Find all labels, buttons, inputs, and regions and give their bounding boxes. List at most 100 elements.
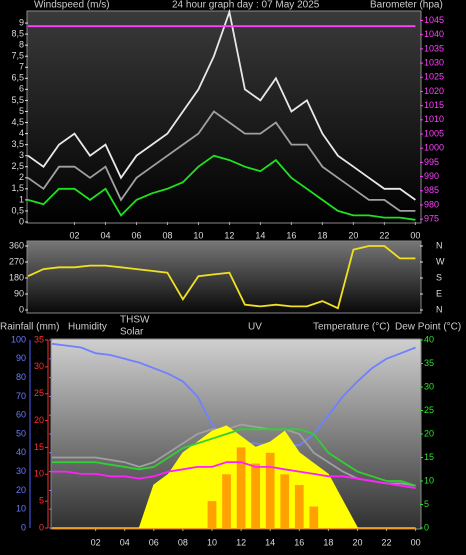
y-tick-label: 100 [11,334,26,344]
y2-tick-label: 995 [424,157,439,167]
y-tick-label: 6 [19,84,24,94]
y-tick-label: 270 [9,256,24,266]
y2-tick-label: 5 [424,499,429,509]
x-tick-label: 04 [120,537,130,547]
uv-bar [222,474,231,528]
x-tick-label: 02 [69,230,79,240]
series-line [27,154,416,221]
y2-tick-label: N [436,304,443,314]
uv-bar [207,501,217,528]
y-tick-label: 60 [16,410,26,420]
y-tick-label: 7 [19,62,24,72]
y-tick-label: 0 [19,304,24,314]
y3-tick-label: 0 [39,522,44,532]
y-tick-label: 20 [16,485,26,495]
y2-tick-label: 1030 [424,57,444,67]
legend-label: THSW [120,315,150,326]
series-line [52,428,416,487]
y-tick-label: 1 [19,194,24,204]
y2-tick-label: 1015 [424,100,444,110]
x-tick-label: 06 [131,230,141,240]
x-tick-label: 14 [265,537,275,547]
y2-tick-label: N [436,240,443,250]
y-tick-label: 70 [16,391,26,401]
y-tick-label: 6,5 [11,73,24,83]
y-tick-label: 2 [19,172,24,182]
y2-tick-label: 1040 [424,29,444,39]
y2-tick-label: 1005 [424,128,444,138]
y2-tick-label: W [436,256,445,266]
y2-tick-label: 40 [424,334,434,344]
y-tick-label: 4 [19,128,24,138]
x-tick-label: 12 [224,230,234,240]
y2-tick-label: 1025 [424,72,444,82]
legend-label: Rainfall (mm) [0,322,59,333]
y3-tick-label: 10 [34,469,44,479]
y-tick-label: 5 [19,106,24,116]
x-tick-label: 08 [162,230,172,240]
x-tick-label: 10 [193,230,203,240]
x-tick-label: 10 [207,537,217,547]
series-line [27,245,416,310]
x-tick-label: 20 [348,230,358,240]
y2-tick-label: 25 [424,405,434,415]
y-axis-label: Windspeed (m/s) [34,0,110,11]
y-tick-label: 30 [16,466,26,476]
x-tick-label: 18 [323,537,333,547]
y-tick-label: 50 [16,428,26,438]
y2-tick-label: 990 [424,171,439,181]
uv-bar [251,463,260,528]
y3-tick-label: 30 [34,361,44,371]
y-tick-label: 8 [19,40,24,50]
y-tick-label: 0 [19,216,24,226]
y2-tick-label: 980 [424,199,439,209]
y-tick-label: 3 [19,150,24,160]
x-tick-label: 22 [379,230,389,240]
legend-label: Solar [120,327,144,338]
y-tick-label: 7,5 [11,51,24,61]
y-tick-label: 0,5 [11,205,24,215]
x-tick-label: 08 [178,537,188,547]
y-tick-label: 8,5 [11,28,24,38]
legend-label: UV [248,322,262,333]
panel-wind [26,10,422,224]
x-tick-label: 16 [294,537,304,547]
y-tick-label: 10 [16,504,26,514]
y3-tick-label: 25 [34,388,44,398]
y2-tick-label: 985 [424,185,439,195]
y2-tick-label: S [436,272,442,282]
uv-bar [280,474,290,528]
y3-tick-label: 20 [34,415,44,425]
y2-tick-label: 1000 [424,143,444,153]
y-tick-label: 2,5 [11,161,24,171]
uv-bar [265,452,275,528]
x-tick-label: 18 [317,230,327,240]
y2-tick-label: 1045 [424,15,444,25]
y2-tick-label: 15 [424,452,434,462]
y3-tick-label: 5 [39,496,44,506]
y2-axis-label: Barometer (hpa) [370,0,443,11]
x-tick-label: 20 [352,537,362,547]
y2-tick-label: 10 [424,475,434,485]
y2-tick-label: 1035 [424,43,444,53]
x-tick-label: 02 [91,537,101,547]
y-tick-label: 4,5 [11,117,24,127]
series-line [52,461,416,489]
y2-tick-label: 30 [424,381,434,391]
y3-tick-label: 35 [34,334,44,344]
y-tick-label: 180 [9,272,24,282]
x-tick-label: 12 [236,537,246,547]
solar-area [52,425,416,529]
legend-label: Temperature (°C) [313,322,390,333]
uv-bar [294,485,304,528]
y3-tick-label: 15 [34,442,44,452]
y2-tick-label: 20 [424,428,434,438]
y-tick-label: 90 [14,288,24,298]
x-tick-label: 06 [149,537,159,547]
y2-tick-label: 35 [424,358,434,368]
x-tick-label: 00 [411,537,421,547]
y-tick-label: 0 [21,522,26,532]
x-tick-label: 04 [100,230,110,240]
uv-bar [309,506,319,528]
